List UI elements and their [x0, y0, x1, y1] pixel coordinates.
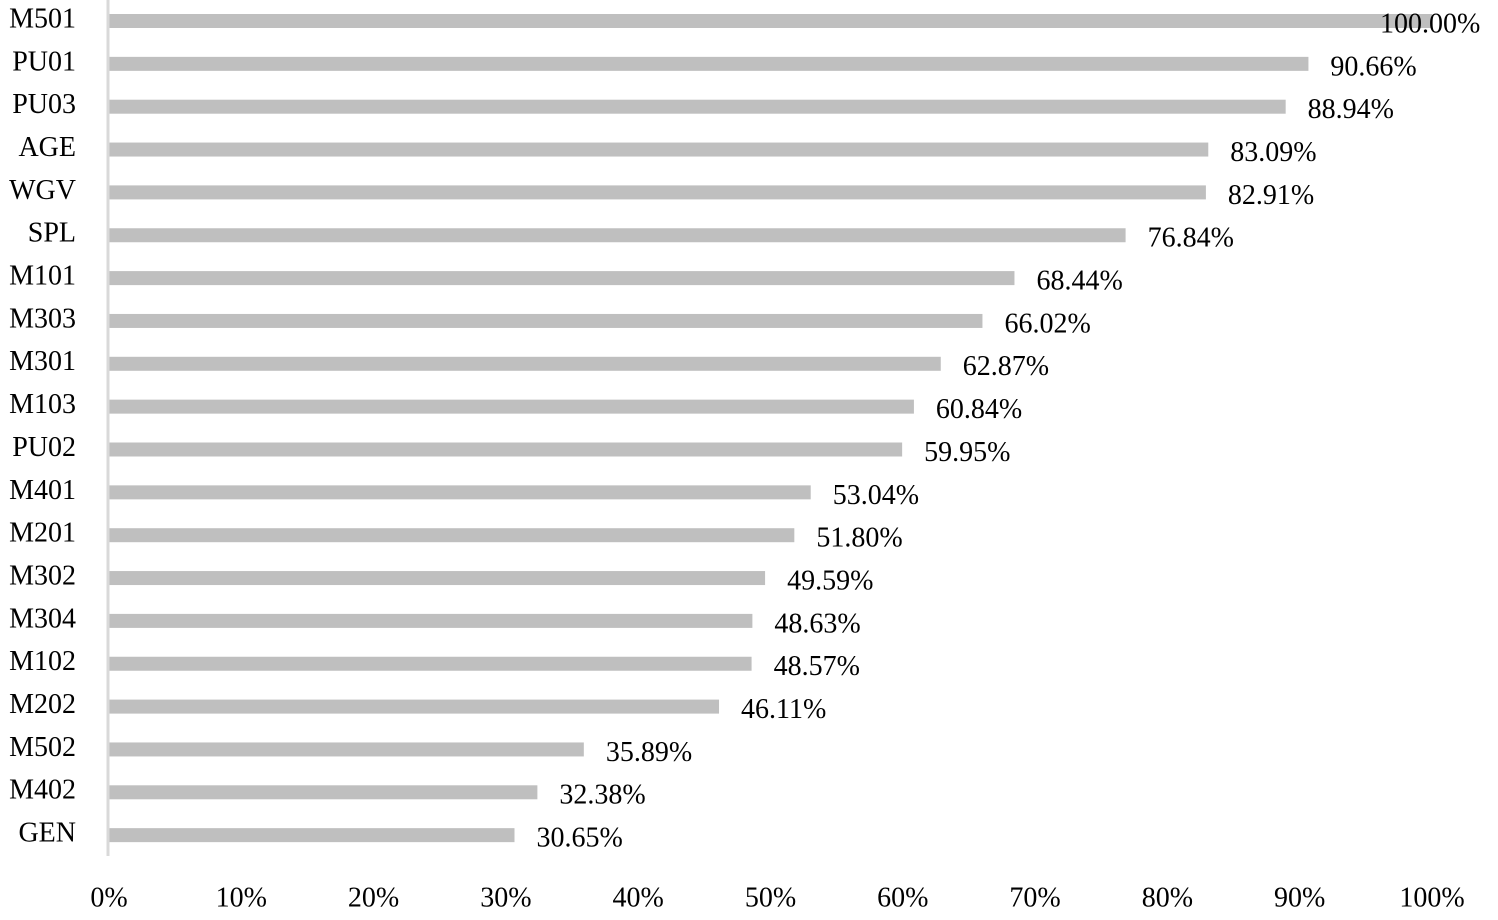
x-tick-label: 70% — [1009, 882, 1060, 913]
x-tick-label: 20% — [348, 882, 399, 913]
y-tick-label: M301 — [9, 346, 76, 377]
value-label: 49.59% — [787, 565, 873, 596]
y-tick-label: M502 — [9, 732, 76, 763]
y-tick-label: M401 — [9, 475, 76, 506]
bar — [109, 313, 983, 328]
x-tick-label: 80% — [1142, 882, 1193, 913]
y-tick-label: M303 — [9, 303, 76, 334]
value-label: 82.91% — [1228, 180, 1314, 211]
y-tick-label: PU02 — [12, 432, 76, 463]
bar — [109, 14, 1432, 28]
x-tick-label: 10% — [216, 882, 267, 913]
value-label: 90.66% — [1330, 51, 1416, 82]
bar — [109, 99, 1286, 114]
bar — [109, 399, 914, 414]
bar — [109, 185, 1206, 200]
y-tick-label: M402 — [9, 775, 76, 806]
value-label: 53.04% — [833, 480, 919, 511]
value-label: 30.65% — [536, 823, 622, 854]
y-tick-label: M304 — [9, 603, 76, 634]
x-tick-label: 30% — [480, 882, 531, 913]
value-label: 60.84% — [936, 394, 1022, 425]
bar — [109, 656, 752, 671]
value-label: 62.87% — [963, 351, 1049, 382]
value-label: 48.63% — [774, 608, 860, 639]
y-tick-label: M201 — [9, 518, 76, 549]
y-tick-label: WGV — [9, 175, 76, 206]
value-label: 32.38% — [559, 780, 645, 811]
y-tick-label: M202 — [9, 689, 76, 720]
x-tick-label: 50% — [745, 882, 796, 913]
value-label: 83.09% — [1230, 137, 1316, 168]
x-tick-label: 40% — [613, 882, 664, 913]
y-tick-label: M501 — [9, 3, 76, 34]
bar — [109, 228, 1126, 243]
value-label: 88.94% — [1308, 94, 1394, 125]
y-tick-label: M101 — [9, 261, 76, 292]
value-label: 46.11% — [741, 694, 826, 725]
x-tick-label: 60% — [877, 882, 928, 913]
bar — [109, 699, 720, 714]
x-tick-label: 0% — [90, 882, 127, 913]
bar — [109, 56, 1309, 71]
value-label: 48.57% — [774, 651, 860, 682]
x-tick-label: 100% — [1399, 882, 1464, 913]
bar — [109, 613, 753, 628]
y-tick-label: SPL — [28, 218, 76, 249]
bar — [109, 528, 795, 543]
bar — [109, 828, 515, 843]
y-tick-label: M302 — [9, 560, 76, 591]
y-tick-label: PU01 — [12, 46, 76, 77]
bar — [109, 271, 1015, 286]
value-label: 66.02% — [1004, 308, 1090, 339]
value-label: 100.00% — [1380, 8, 1480, 39]
value-label: 59.95% — [924, 437, 1010, 468]
y-tick-label: M102 — [9, 646, 76, 677]
y-tick-label: AGE — [18, 132, 76, 163]
bar — [109, 356, 941, 371]
y-tick-label: M103 — [9, 389, 76, 420]
bar — [109, 485, 811, 500]
bar — [109, 785, 538, 800]
bar — [109, 742, 584, 757]
value-label: 68.44% — [1036, 266, 1122, 297]
bar — [109, 142, 1209, 157]
value-label: 51.80% — [816, 523, 902, 554]
bar — [109, 571, 766, 586]
bar — [109, 442, 903, 457]
value-label: 35.89% — [606, 737, 692, 768]
x-tick-label: 90% — [1274, 882, 1325, 913]
y-tick-label: PU03 — [12, 89, 76, 120]
value-label: 76.84% — [1148, 223, 1234, 254]
y-tick-label: GEN — [18, 818, 76, 849]
